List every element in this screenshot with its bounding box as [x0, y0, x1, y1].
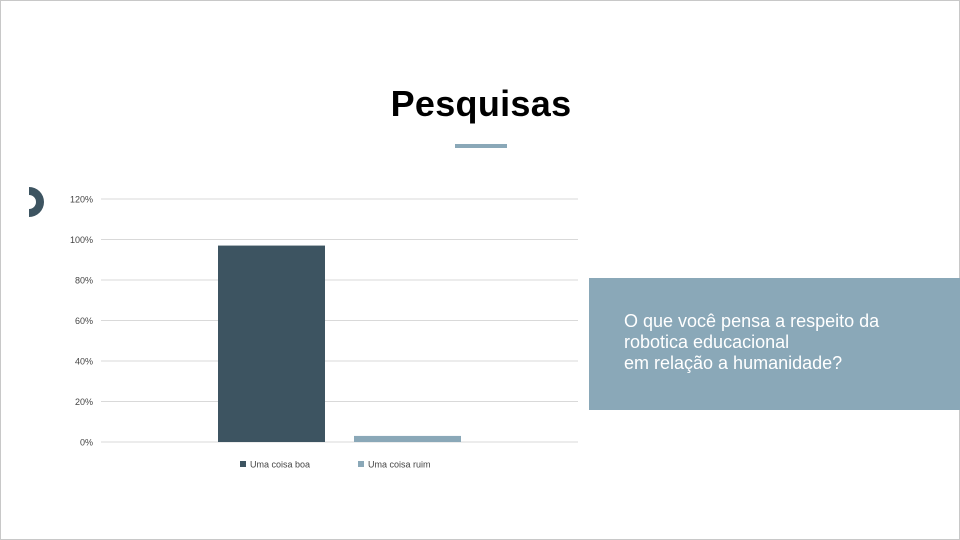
legend-label: Uma coisa boa — [250, 460, 310, 470]
y-tick-label: 120% — [70, 195, 93, 205]
bar — [218, 245, 325, 442]
bar-chart-svg: 0% 20% 40% 60% 80% 100% 120% Uma coisa boa Uma c… — [70, 195, 578, 470]
y-tick-label: 100% — [70, 235, 93, 245]
question-panel: O que você pensa a respeito da robotica … — [589, 278, 960, 410]
legend-swatch — [358, 461, 364, 467]
bar-chart: 0% 20% 40% 60% 80% 100% 120% Uma coisa boa Uma c… — [61, 186, 591, 486]
question-text: O que você pensa a respeito da robotica … — [624, 311, 880, 373]
y-tick-label: 40% — [75, 357, 93, 367]
legend-swatch — [240, 461, 246, 467]
bar — [354, 435, 461, 442]
y-tick-label: 60% — [75, 316, 93, 326]
y-tick-label: 80% — [75, 276, 93, 286]
slide-title: Pesquisas — [390, 83, 572, 124]
y-tick-label: 0% — [80, 438, 93, 448]
half-ring-decoration-icon — [29, 187, 44, 217]
legend-label: Uma coisa ruim — [368, 460, 431, 470]
y-tick-label: 20% — [75, 397, 93, 407]
title-underline — [455, 144, 507, 148]
